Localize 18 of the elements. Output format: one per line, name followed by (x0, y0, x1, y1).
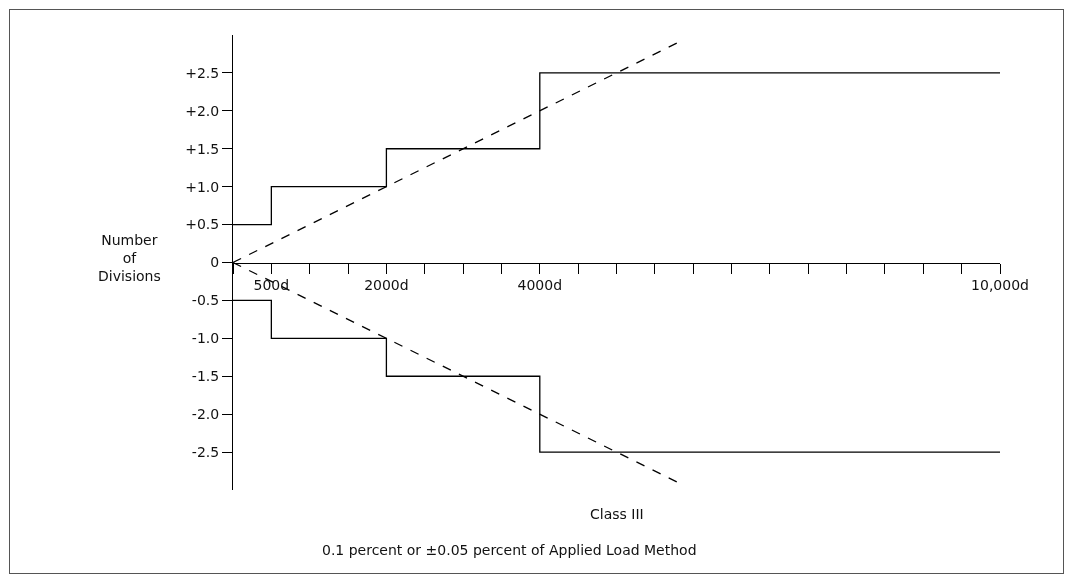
y-tick-label: -2.0 (191, 406, 220, 423)
y-tick-label: -0.5 (191, 292, 220, 309)
y-tick-label: +2.0 (185, 102, 220, 119)
y-tick-label: -1.5 (191, 368, 220, 385)
text: 0.1 percent or ±0.05 percent of Applied Load Method (322, 542, 697, 558)
y-tick-label: +1.5 (185, 140, 220, 157)
x-tick-label: 10,000d (971, 277, 1029, 294)
x-tick-label: 500d (253, 277, 290, 294)
y-tick-label: -1.0 (191, 330, 220, 347)
text: Class III (590, 506, 644, 522)
y-tick-label: +0.5 (185, 216, 220, 233)
y-tick-label: -2.5 (191, 443, 220, 460)
y-axis-title: Number of Divisions (98, 232, 161, 285)
y-tick-label: +1.0 (185, 178, 220, 195)
x-tick-label: 4000d (517, 277, 563, 294)
x-tick-label: 2000d (364, 277, 409, 294)
y-tick-label: +2.5 (185, 64, 220, 81)
y-tick-label: 0 (210, 254, 220, 271)
